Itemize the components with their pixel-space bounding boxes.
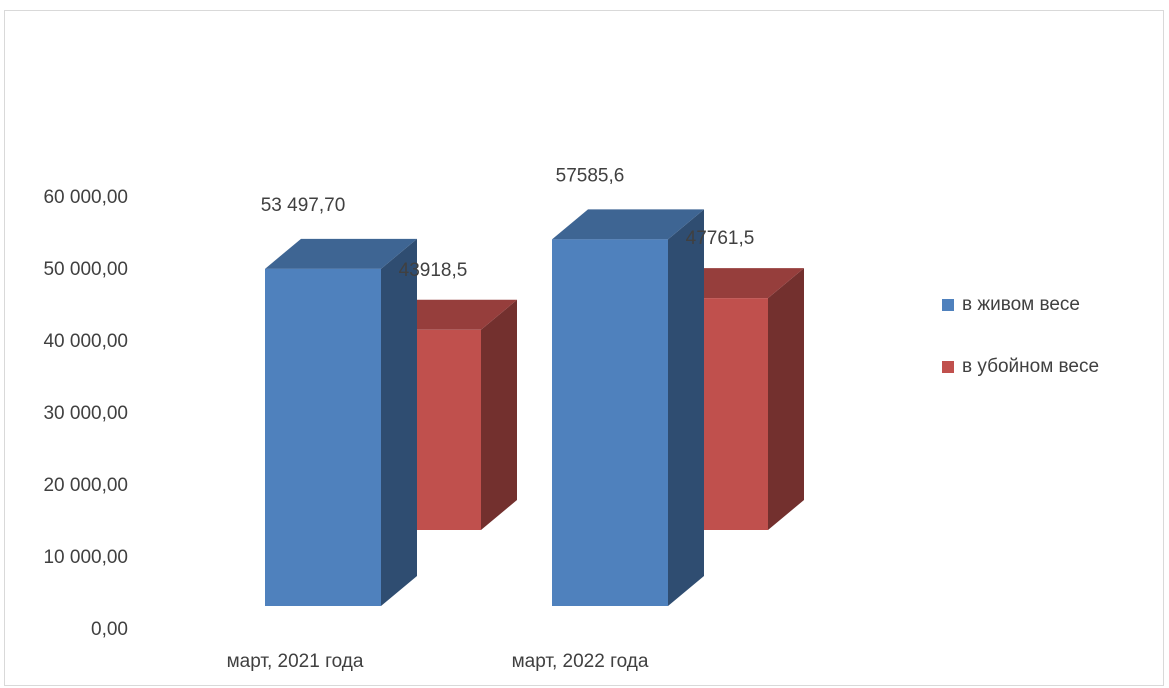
- x-axis: март, 2021 года март, 2022 года: [227, 651, 649, 672]
- legend-label-live-weight: в живом весе: [962, 294, 1080, 315]
- y-tick-label: 0,00: [91, 619, 128, 640]
- legend-label-slaughter-weight: в убойном весе: [962, 356, 1100, 377]
- bar-live-weight-2: [552, 209, 704, 607]
- y-tick-label: 50 000,00: [43, 259, 128, 280]
- legend-swatch-slaughter-weight: [942, 361, 954, 373]
- legend-swatch-live-weight: [942, 299, 954, 311]
- bar-top-face: [552, 209, 704, 240]
- chart-frame: [4, 10, 1164, 686]
- y-tick-label: 30 000,00: [43, 403, 128, 424]
- bar-top-face: [265, 238, 417, 269]
- y-tick-label: 10 000,00: [43, 547, 128, 568]
- bar-side-face: [768, 268, 804, 530]
- y-axis: 0,00 10 000,00 20 000,00 30 000,00 40 000,00…: [43, 187, 128, 640]
- data-label-slaughter-weight-2: 47761,5: [686, 228, 755, 249]
- data-label-live-weight-2: 57585,6: [556, 165, 625, 186]
- bar-front-face: [265, 268, 381, 606]
- x-category-label: март, 2022 года: [512, 651, 649, 672]
- y-tick-label: 40 000,00: [43, 331, 128, 352]
- data-label-live-weight-1: 53 497,70: [261, 195, 346, 216]
- bar-front-face: [552, 239, 668, 607]
- bar-side-face: [481, 299, 517, 530]
- bar-live-weight-1: [265, 238, 417, 606]
- bar-side-face: [381, 238, 417, 606]
- bars: [265, 209, 804, 607]
- legend-item-slaughter-weight: в убойном весе: [942, 354, 1099, 380]
- y-tick-label: 20 000,00: [43, 475, 128, 496]
- x-category-label: март, 2021 года: [227, 651, 364, 672]
- data-label-slaughter-weight-1: 43918,5: [399, 260, 468, 281]
- data-labels: 43918,5 47761,5 53 497,70 57585,6: [261, 165, 755, 280]
- bar-side-face: [668, 209, 704, 607]
- legend: в живом весе в убойном весе: [942, 292, 1099, 416]
- legend-item-live-weight: в живом весе: [942, 292, 1099, 318]
- y-tick-label: 60 000,00: [43, 187, 128, 208]
